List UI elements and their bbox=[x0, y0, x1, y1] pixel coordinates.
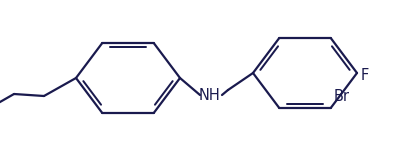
Text: Br: Br bbox=[334, 89, 350, 104]
Text: NH: NH bbox=[199, 87, 221, 102]
Text: F: F bbox=[361, 68, 369, 82]
